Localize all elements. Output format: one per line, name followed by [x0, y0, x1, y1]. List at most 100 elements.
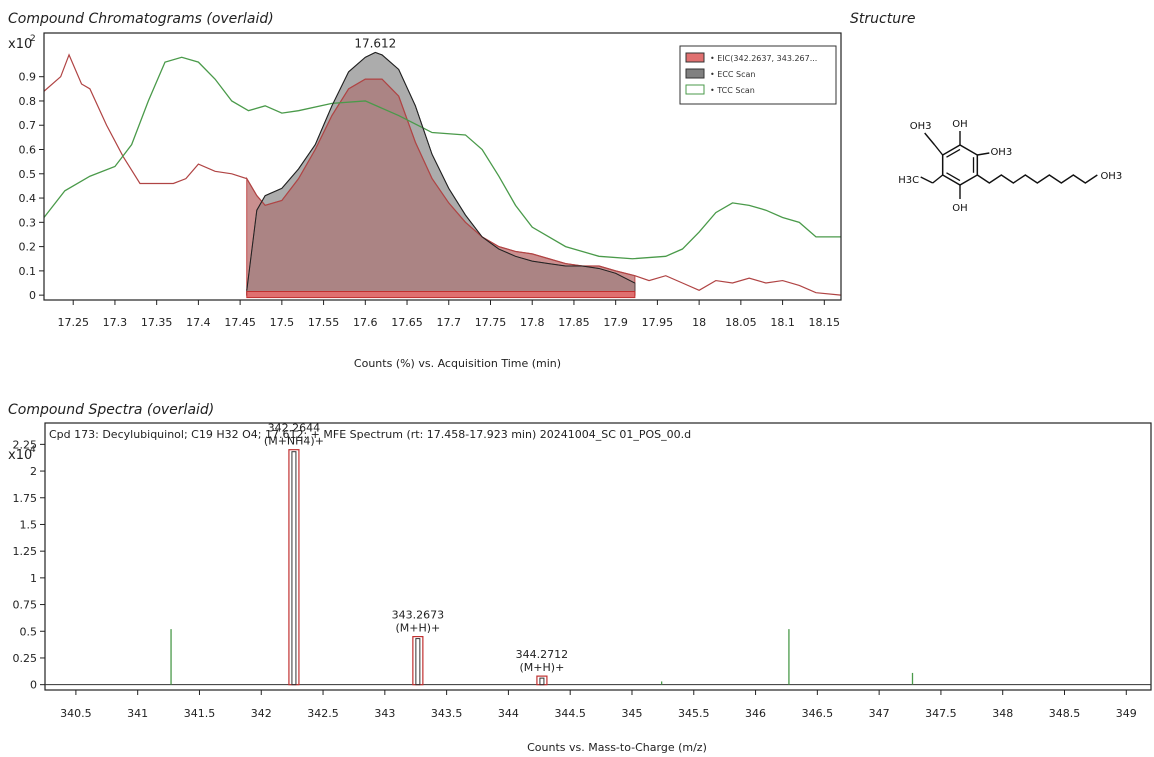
tcc-series-line	[43, 56, 841, 260]
x-tick-label: 344.5	[554, 707, 586, 720]
x-tick-label: 17.35	[141, 316, 173, 329]
atom-label: OH3	[1100, 171, 1122, 182]
x-tick-label: 342.5	[307, 707, 339, 720]
spectrum-title: Cpd 173: Decylubiquinol; C19 H32 O4; 17.…	[49, 428, 691, 441]
x-tick-label: 17.4	[186, 316, 211, 329]
x-tick-label: 343	[374, 707, 395, 720]
x-tick-label: 345	[621, 707, 642, 720]
peak-bar	[291, 451, 297, 686]
atom-label: OH	[952, 203, 967, 214]
peak-ion-label: (M+NH4)+	[264, 435, 324, 448]
peak-box	[288, 449, 300, 686]
legend-box	[679, 45, 837, 105]
bond	[977, 152, 990, 156]
x-tick-label: 18.15	[809, 316, 841, 329]
x-tick-label: 18	[692, 316, 706, 329]
y-tick-label: 0.6	[19, 144, 37, 157]
y-tick-label: 0.5	[19, 168, 37, 181]
x-tick-label: 17.85	[558, 316, 590, 329]
atom-label: OH3	[990, 147, 1012, 158]
x-tick-label: 17.65	[391, 316, 423, 329]
x-tick-label: 17.9	[603, 316, 628, 329]
chemical-structure: OH3 OH OH3 H3C OH OH3	[898, 119, 1122, 214]
y-multiplier-exponent: 2	[30, 34, 36, 44]
x-tick-label: 347.5	[925, 707, 957, 720]
legend-label: • EIC(342.2637, 343.267...	[710, 54, 817, 63]
y-tick-label: 0.25	[13, 652, 38, 665]
spectra-panel-title: Compound Spectra (overlaid)	[8, 402, 215, 418]
x-tick-label: 346.5	[802, 707, 834, 720]
double-bond	[946, 148, 961, 158]
x-tick-label: 17.7	[437, 316, 462, 329]
x-tick-label: 341.5	[184, 707, 216, 720]
y-tick-label: 0.8	[19, 95, 37, 108]
x-tick-label: 17.6	[353, 316, 378, 329]
legend-swatch	[685, 52, 705, 63]
peak-bar	[415, 638, 421, 686]
bond	[924, 132, 936, 146]
legend-label: • ECC Scan	[710, 70, 755, 79]
structure-panel-title: Structure	[850, 11, 916, 27]
peak-ion-label: (M+H)+	[520, 661, 565, 674]
y-tick-label: 1.25	[13, 545, 38, 558]
bond	[920, 176, 933, 184]
x-tick-label: 342	[251, 707, 272, 720]
y-tick-label: 1.5	[20, 518, 38, 531]
y-tick-label: 0.9	[19, 71, 37, 84]
integration-baseline	[246, 291, 636, 299]
x-tick-label: 17.95	[642, 316, 674, 329]
x-tick-label: 344	[498, 707, 519, 720]
y-multiplier-label: x10	[8, 448, 32, 463]
ecc-series-line	[246, 51, 636, 291]
y-tick-label: 0	[30, 679, 37, 692]
peak-box	[412, 635, 424, 686]
peak-bar	[539, 677, 545, 686]
x-tick-label: 17.75	[475, 316, 507, 329]
y-multiplier-label: x10	[8, 37, 32, 52]
x-tick-label: 17.45	[224, 316, 256, 329]
x-tick-label: 349	[1116, 707, 1137, 720]
x-tick-label: 346	[745, 707, 766, 720]
x-tick-label: 345.5	[678, 707, 710, 720]
legend-label: • TCC Scan	[710, 86, 755, 95]
decyl-chain	[976, 174, 1098, 184]
x-tick-label: 17.5	[270, 316, 295, 329]
x-tick-label: 18.05	[725, 316, 757, 329]
y-tick-label: 0.4	[19, 192, 37, 205]
x-tick-label: 348	[992, 707, 1013, 720]
legend-swatch	[685, 68, 705, 79]
y-tick-label: 0.2	[19, 241, 37, 254]
y-tick-label: 0.5	[20, 625, 38, 638]
overlap-area	[246, 79, 635, 296]
atom-label: OH	[952, 119, 967, 130]
y-tick-label: 0	[29, 289, 36, 302]
benzene-ring	[941, 144, 979, 186]
y-multiplier-exponent: 4	[30, 445, 36, 455]
legend-swatch	[685, 84, 705, 95]
x-tick-label: 343.5	[431, 707, 463, 720]
peak-label: 17.612	[354, 37, 396, 51]
x-axis-label: Counts vs. Mass-to-Charge (m/z)	[527, 741, 707, 754]
eic-series-line	[43, 53, 842, 296]
y-tick-label: 2	[30, 465, 37, 478]
peak-mz-label: 342.2644	[268, 422, 321, 435]
chromatogram-panel-title: Compound Chromatograms (overlaid)	[8, 11, 274, 27]
y-tick-label: 0.75	[13, 599, 38, 612]
x-tick-label: 348.5	[1049, 707, 1081, 720]
x-tick-label: 17.25	[57, 316, 89, 329]
bond	[934, 144, 944, 156]
bond	[932, 174, 944, 184]
x-tick-label: 347	[869, 707, 890, 720]
y-tick-label: 1	[30, 572, 37, 585]
x-tick-label: 341	[127, 707, 148, 720]
atom-label: OH3	[910, 121, 932, 132]
y-tick-label: 2.25	[13, 438, 38, 451]
atom-label: H3C	[898, 175, 919, 186]
x-tick-label: 17.3	[103, 316, 128, 329]
y-tick-label: 0.1	[19, 265, 37, 278]
peak-mz-label: 344.2712	[516, 648, 569, 661]
peak-mz-label: 343.2673	[392, 609, 445, 622]
